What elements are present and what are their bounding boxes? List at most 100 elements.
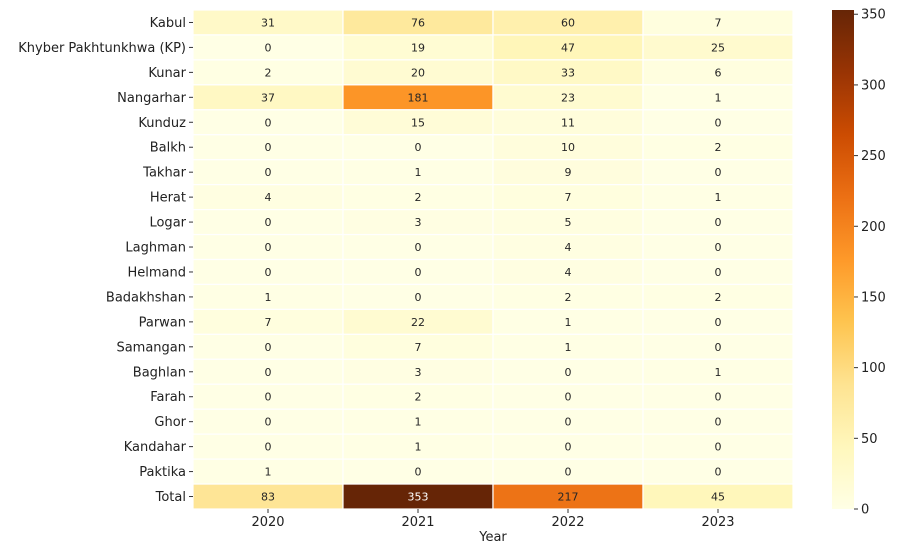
cell-value-label: 0 — [715, 166, 722, 179]
heatmap-cell — [642, 308, 794, 335]
cell-value-label: 0 — [565, 391, 572, 404]
cell-value-label: 0 — [415, 266, 422, 279]
cell-value-label: 19 — [411, 41, 425, 54]
cell-value-label: 0 — [715, 341, 722, 354]
colorbar-tick-label: 100 — [861, 361, 886, 376]
cell-value-label: 0 — [565, 366, 572, 379]
cell-value-label: 37 — [261, 91, 275, 104]
heatmap-cell — [642, 283, 794, 311]
cell-value-label: 0 — [715, 416, 722, 429]
column-labels: 2020 2021 2022 2023 — [251, 509, 735, 530]
colorbar-tick-label: 150 — [861, 290, 886, 305]
heatmap-cell — [192, 383, 344, 410]
heatmap-cell — [642, 333, 794, 360]
heatmap-cell — [642, 408, 794, 435]
colorbar-tick-label: 300 — [861, 78, 886, 93]
heatmap-cell — [642, 9, 794, 36]
heatmap-cell — [342, 109, 494, 136]
heatmap-cell — [342, 308, 494, 335]
cell-value-label: 0 — [265, 166, 272, 179]
cell-value-label: 47 — [561, 41, 575, 54]
heatmap-cell — [342, 458, 494, 485]
heatmap-cell — [342, 408, 494, 435]
cell-value-label: 0 — [715, 441, 722, 454]
cell-value-label: 353 — [408, 491, 429, 504]
cell-value-label: 83 — [261, 491, 275, 504]
cell-value-label: 0 — [715, 216, 722, 229]
cell-value-label: 31 — [261, 16, 275, 29]
cell-value-label: 1 — [715, 366, 722, 379]
cell-value-label: 1 — [415, 441, 422, 454]
heatmap-cell — [342, 9, 494, 36]
cell-value-label: 0 — [415, 291, 422, 304]
colorbar-tick-label: 50 — [861, 432, 878, 447]
cell-value-label: 1 — [565, 316, 572, 329]
heatmap-cell — [342, 59, 494, 86]
heatmap-cell — [342, 34, 494, 61]
row-label: Kunar — [148, 66, 186, 81]
cell-value-label: 1 — [265, 291, 272, 304]
row-label: Baghlan — [133, 365, 186, 380]
heatmap-cell — [492, 408, 644, 435]
cell-value-label: 7 — [415, 341, 422, 354]
row-label: Badakhshan — [106, 290, 186, 305]
heatmap-cell — [492, 159, 644, 186]
cell-value-label: 6 — [715, 66, 722, 79]
cell-value-label: 2 — [265, 66, 272, 79]
cell-value-label: 1 — [415, 416, 422, 429]
cell-value-label: 20 — [411, 66, 425, 79]
cell-value-label: 0 — [265, 241, 272, 254]
heatmap-cell — [342, 84, 494, 111]
cell-value-label: 2 — [565, 291, 572, 304]
cell-value-label: 25 — [711, 41, 725, 54]
row-label: Parwan — [139, 315, 186, 330]
cell-value-label: 4 — [565, 241, 572, 254]
row-label: Paktika — [139, 465, 186, 480]
cell-value-label: 1 — [715, 191, 722, 204]
column-label: 2021 — [401, 515, 434, 530]
cell-value-label: 0 — [265, 116, 272, 129]
cell-value-label: 0 — [415, 466, 422, 479]
row-label: Samangan — [116, 340, 186, 355]
heatmap-cell — [642, 59, 794, 86]
cell-value-label: 4 — [265, 191, 272, 204]
column-label: 2023 — [701, 515, 734, 530]
cell-value-label: 7 — [565, 191, 572, 204]
heatmap-cell — [492, 134, 644, 161]
row-label: Herat — [150, 191, 186, 206]
row-labels: Kabul Khyber Pakhtunkhwa (KP) Kunar Nangarh… — [18, 16, 193, 505]
cell-value-label: 0 — [565, 416, 572, 429]
cell-value-label: 0 — [265, 266, 272, 279]
column-label: 2022 — [551, 515, 584, 530]
column-label: 2020 — [251, 515, 284, 530]
cell-value-label: 0 — [265, 341, 272, 354]
row-label: Laghman — [125, 241, 186, 256]
row-label: Helmand — [127, 265, 186, 280]
cell-value-label: 1 — [265, 466, 272, 479]
cell-value-label: 1 — [415, 166, 422, 179]
heatmap-cell — [642, 383, 794, 410]
colorbar-tick-label: 200 — [861, 220, 886, 235]
heatmap-cell — [342, 483, 494, 510]
cell-value-label: 4 — [565, 266, 572, 279]
cell-value-label: 22 — [411, 316, 425, 329]
heatmap-cell — [192, 283, 344, 311]
heatmap-cell — [642, 159, 794, 186]
cell-value-label: 0 — [565, 441, 572, 454]
x-axis-label: Year — [478, 530, 507, 545]
cell-value-label: 0 — [565, 466, 572, 479]
heatmap-cells: 31 76 60 70 19 47 252 20 33 637 181 23 10 15 11 00 0 10 20… — [192, 9, 794, 510]
cell-value-label: 3 — [415, 216, 422, 229]
row-label: Ghor — [154, 415, 186, 430]
cell-value-label: 0 — [715, 116, 722, 129]
heatmap-cell — [492, 184, 644, 211]
heatmap-cell — [492, 308, 644, 335]
cell-value-label: 2 — [415, 391, 422, 404]
colorbar-tick-label: 350 — [861, 8, 886, 23]
cell-value-label: 0 — [265, 141, 272, 154]
cell-value-label: 33 — [561, 66, 575, 79]
cell-value-label: 0 — [265, 41, 272, 54]
cell-value-label: 0 — [715, 466, 722, 479]
heatmap-cell — [642, 258, 794, 286]
heatmap-cell — [642, 84, 794, 111]
